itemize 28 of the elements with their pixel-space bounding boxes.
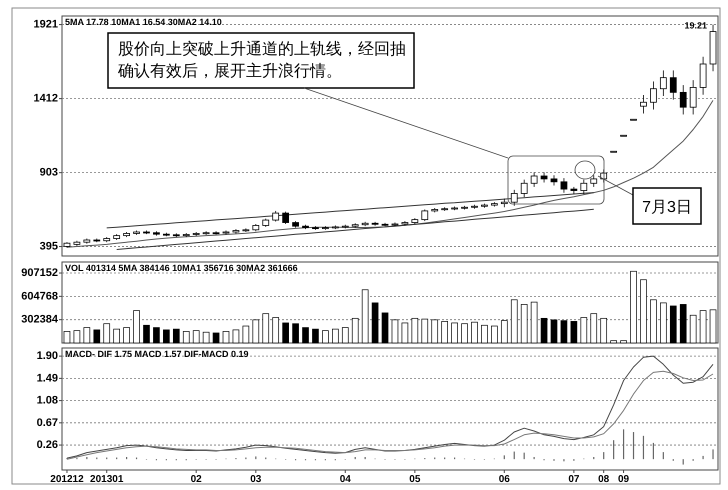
x-tick-label: 201212 (50, 474, 84, 485)
annotation: MACD- DIF 1.75 MACD 1.57 DIF-MACD 0.19 (65, 349, 249, 359)
y-tick-label: 1.08 (36, 394, 58, 407)
y-tick-label: 903 (40, 166, 58, 179)
x-tick-label: 06 (498, 474, 510, 485)
annotation: 19.21 (684, 20, 708, 31)
y-tick-label: 302384 (21, 314, 59, 326)
x-tick-label: 05 (409, 474, 421, 485)
y-tick-label: 604768 (21, 290, 58, 302)
x-tick-label: 03 (250, 474, 262, 485)
y-tick-label: 395 (40, 240, 58, 253)
x-tick-label: 08 (598, 474, 610, 485)
x-tick-label: 04 (340, 474, 352, 485)
annotation: VOL 401314 5MA 384146 10MA1 356716 30MA2 361666 (65, 263, 298, 273)
y-tick-label: 1.90 (36, 350, 58, 362)
x-tick-label: 07 (568, 474, 580, 485)
y-tick-label: 0.67 (36, 416, 58, 429)
y-tick-label: 1921 (34, 18, 58, 31)
annotation: 5MA 17.78 10MA1 16.54 30MA2 14.10 (65, 17, 222, 27)
y-tick-label: 907152 (21, 267, 58, 280)
x-tick-label: 201301 (90, 474, 124, 485)
y-tick-label: 1412 (34, 92, 58, 105)
annotation: 7月3日 (642, 199, 692, 216)
y-tick-label: 0.26 (36, 439, 58, 452)
x-tick-label: 02 (190, 474, 202, 485)
x-tick-label: 09 (618, 474, 630, 485)
annotation: 股价向上突破上升通道的上轨线，经回抽确认有效后，展开主升浪行情。 (117, 40, 406, 80)
y-tick-label: 1.49 (36, 372, 58, 384)
